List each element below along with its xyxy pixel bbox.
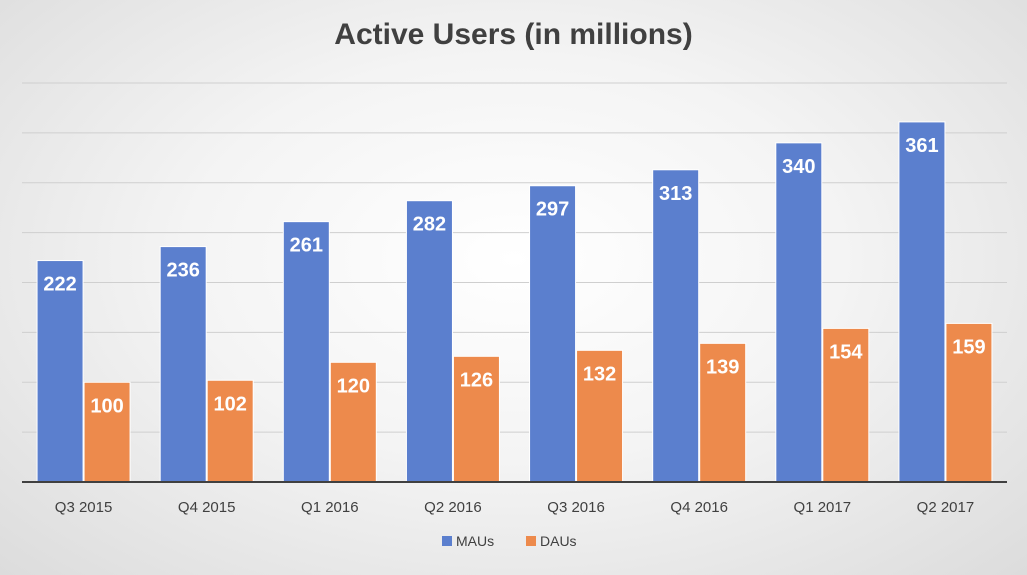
data-label: 100	[90, 395, 123, 417]
legend-swatch-maus	[442, 536, 452, 546]
legend-label-maus: MAUs	[456, 533, 494, 549]
x-tick-label: Q4 2015	[178, 499, 236, 516]
chart-title: Active Users (in millions)	[334, 18, 693, 51]
bar-daus-4	[576, 349, 624, 483]
bar-daus-1	[206, 379, 254, 483]
data-label: 361	[905, 135, 938, 157]
bar-daus-2	[329, 361, 377, 483]
data-label: 313	[659, 183, 692, 205]
bar-maus-1	[159, 246, 207, 483]
bar-maus-5	[652, 169, 700, 483]
x-tick-label: Q2 2017	[917, 499, 975, 516]
data-label: 236	[167, 260, 200, 282]
bar-maus-7	[898, 121, 946, 483]
legend-label-daus: DAUs	[540, 533, 577, 549]
bar-maus-4	[529, 185, 577, 483]
bar-daus-6	[822, 327, 870, 483]
data-label: 261	[290, 235, 323, 257]
bar-daus-5	[699, 342, 747, 483]
x-tick-label: Q4 2016	[670, 499, 728, 516]
bar-maus-0	[36, 260, 84, 483]
data-label: 126	[460, 369, 493, 391]
data-label: 222	[43, 274, 76, 296]
data-label: 120	[337, 375, 370, 397]
data-label: 132	[583, 363, 616, 385]
x-tick-label: Q1 2016	[301, 499, 359, 516]
x-tick-label: Q3 2016	[547, 499, 605, 516]
x-tick-label: Q1 2017	[794, 499, 852, 516]
x-tick-label: Q3 2015	[55, 499, 113, 516]
legend-swatch-daus	[526, 536, 536, 546]
bar-maus-2	[282, 221, 330, 483]
bar-daus-0	[83, 381, 131, 483]
data-label: 282	[413, 214, 446, 236]
bar-maus-3	[405, 200, 453, 483]
data-label: 139	[706, 356, 739, 378]
data-label: 297	[536, 199, 569, 221]
bar-daus-3	[452, 355, 500, 483]
bar-maus-6	[775, 142, 823, 483]
data-label: 102	[214, 393, 247, 415]
data-label: 340	[782, 156, 815, 178]
data-label: 154	[829, 341, 863, 363]
data-label: 159	[952, 336, 985, 358]
bar-daus-7	[945, 322, 993, 483]
x-tick-label: Q2 2016	[424, 499, 482, 516]
